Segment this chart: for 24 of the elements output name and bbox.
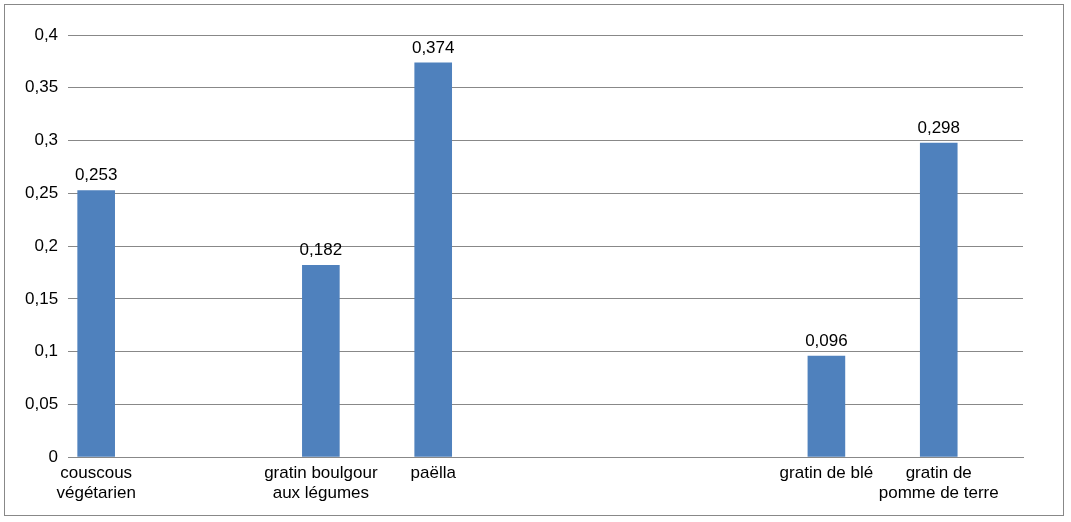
x-tick-label: gratin de blé (779, 463, 874, 483)
data-label: 0,298 (917, 117, 961, 137)
bar (919, 142, 958, 457)
y-tick-label: 0,25 (24, 183, 59, 203)
y-tick-label: 0,15 (24, 288, 59, 308)
y-tick-label: 0,2 (34, 235, 59, 255)
y-tick-label: 0,05 (24, 394, 59, 414)
x-tick-label: gratin boulgour aux légumes (264, 463, 378, 503)
y-tick-label: 0,35 (24, 77, 59, 97)
y-tick-label: 0,4 (34, 24, 59, 44)
data-label: 0,253 (74, 165, 118, 185)
data-label: 0,096 (805, 331, 848, 351)
x-tick-label: couscous végétarien (56, 463, 136, 503)
data-label: 0,374 (411, 37, 455, 57)
bar (302, 265, 340, 457)
data-label: 0,182 (299, 240, 343, 260)
bar (77, 190, 115, 457)
x-tick-label: gratin de pomme de terre (878, 463, 999, 503)
bar (807, 355, 846, 457)
bar (414, 62, 453, 457)
y-tick-label: 0 (48, 446, 59, 466)
y-tick-label: 0,3 (34, 130, 59, 150)
y-tick-label: 0,1 (34, 341, 59, 361)
x-tick-label: paëlla (410, 463, 457, 483)
